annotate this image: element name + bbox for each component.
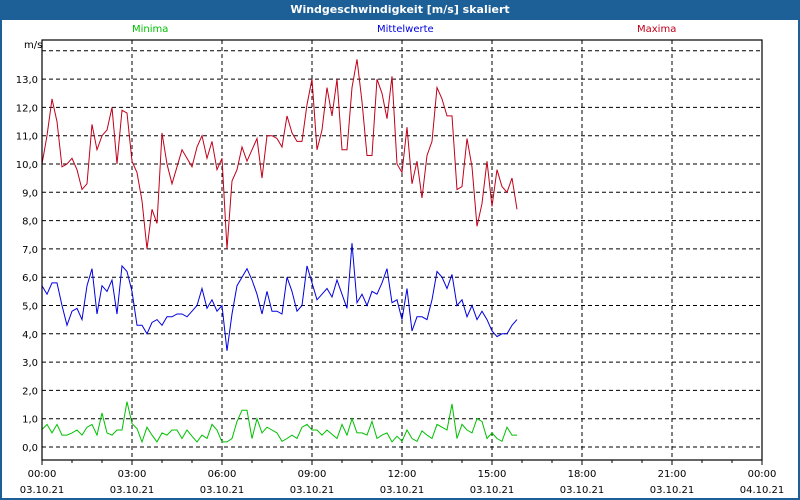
series-line-minima	[41, 401, 517, 444]
window-title: Windgeschwindigkeit [m/s] skaliert	[2, 0, 798, 20]
legend-mean: Mittelwerte	[377, 24, 434, 35]
y-tick-label: 5,0	[22, 302, 38, 313]
x-tick-time: 18:00	[568, 469, 597, 480]
y-tick-label: 7,0	[22, 245, 38, 256]
x-tick-time: 09:00	[298, 469, 327, 480]
x-tick-date: 03.10.21	[110, 485, 155, 496]
y-tick-label: 9,0	[22, 188, 38, 199]
x-tick-date: 03.10.21	[200, 485, 245, 496]
x-tick-date: 03.10.21	[290, 485, 335, 496]
y-axis-label: m/s	[24, 40, 42, 51]
legend-maxima: Maxima	[637, 24, 677, 35]
y-tick-label: 3,0	[22, 358, 38, 369]
x-tick-time: 00:00	[28, 469, 57, 480]
x-tick-date: 03.10.21	[650, 485, 695, 496]
y-tick-label: 0,0	[22, 443, 38, 454]
series-line-mean	[41, 243, 518, 351]
y-tick-label: 6,0	[22, 273, 38, 284]
x-tick-date: 04.10.21	[740, 485, 785, 496]
plot-frame	[41, 39, 763, 461]
x-tick-time: 21:00	[658, 469, 687, 480]
y-tick-label: 13,0	[16, 75, 38, 86]
y-tick-label: 12,0	[16, 103, 38, 114]
x-tick-date: 03.10.21	[20, 485, 65, 496]
x-tick-time: 06:00	[208, 469, 237, 480]
x-tick-time: 00:00	[748, 469, 777, 480]
x-tick-time: 03:00	[118, 469, 147, 480]
x-tick-time: 12:00	[388, 469, 417, 480]
y-tick-label: 10,0	[16, 160, 38, 171]
legend-minima: Minima	[132, 24, 169, 35]
series-line-maxima	[41, 59, 518, 249]
y-tick-label: 11,0	[16, 132, 38, 143]
x-tick-date: 03.10.21	[560, 485, 605, 496]
x-tick-date: 03.10.21	[380, 485, 425, 496]
y-tick-label: 1,0	[22, 415, 38, 426]
x-tick-date: 03.10.21	[470, 485, 515, 496]
x-tick-time: 15:00	[478, 469, 507, 480]
y-tick-label: 4,0	[22, 330, 38, 341]
y-tick-label: 8,0	[22, 217, 38, 228]
y-tick-label: 2,0	[22, 386, 38, 397]
